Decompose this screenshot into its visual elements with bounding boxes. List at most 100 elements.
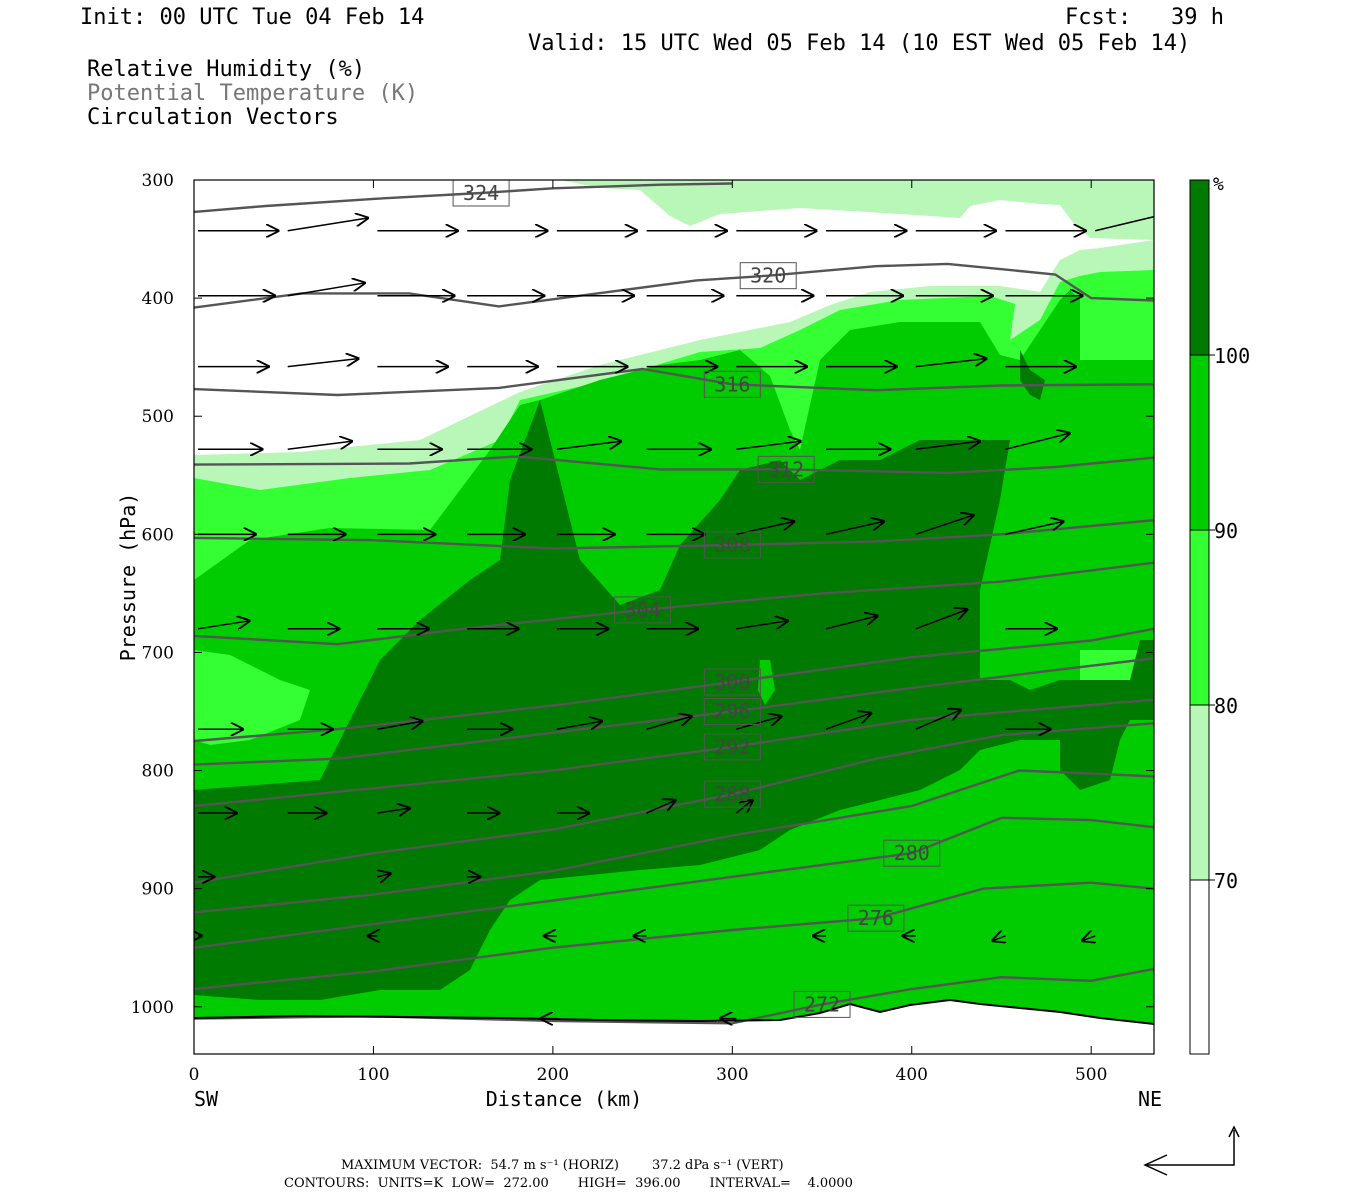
- theta-contour-284: [194, 769, 1154, 914]
- valid-time: Valid: 15 UTC Wed 05 Feb 14 (10 EST Wed …: [528, 31, 1191, 56]
- x-tick-label: 200: [537, 1065, 569, 1085]
- theta-label-308: 308: [714, 533, 750, 557]
- theta-contour-280: [194, 816, 1154, 949]
- circulation-vector: [377, 874, 390, 877]
- colorbar-segment: [1190, 355, 1209, 530]
- theta-label-288: 288: [714, 782, 750, 806]
- theta-label-box: [739, 262, 797, 290]
- circulation-vector: [197, 621, 249, 630]
- theta-label-292: 292: [714, 735, 750, 759]
- theta-label-296: 296: [714, 699, 750, 723]
- y-tick-label: 900: [142, 880, 174, 900]
- circulation-vector: [993, 936, 1006, 941]
- theta-contour-288: [194, 722, 1154, 884]
- circulation-vector: [1095, 215, 1154, 232]
- colorbar-unit: %: [1213, 174, 1224, 195]
- theta-label-box: [703, 697, 761, 725]
- theta-label-box: [614, 596, 672, 624]
- theta-label-box: [847, 904, 905, 932]
- theta-label-layer: 324 320 316 312 308 304 300 296 292 288 280 276 272: [452, 179, 941, 1018]
- circulation-vector: [1005, 522, 1063, 536]
- circulation-vector: [287, 283, 365, 297]
- circulation-vector: [736, 441, 800, 451]
- theta-label-box: [793, 990, 851, 1018]
- reference-vector-arrow: [1143, 1125, 1240, 1176]
- axes: 300 400 500 600 700 800 900 1000 0 100 200 300 400 50…: [116, 171, 1162, 1111]
- circulation-vector: [1082, 936, 1095, 941]
- x-tick-label: 0: [189, 1065, 200, 1085]
- theta-contour-320: [194, 262, 1154, 309]
- theta-contour-304: [194, 561, 1154, 646]
- colorbar-level-label: 100: [1214, 344, 1250, 368]
- theta-label-304: 304: [625, 598, 661, 622]
- y-tick-label: 800: [142, 762, 174, 782]
- circulation-vector: [377, 808, 409, 813]
- theta-label-box: [703, 733, 761, 761]
- y-tick-label: 300: [142, 171, 174, 191]
- theta-label-box: [757, 455, 815, 483]
- x-tick-label: 500: [1075, 1065, 1107, 1085]
- theta-contour-324: [194, 182, 733, 214]
- circulation-vector: [915, 359, 986, 368]
- field-theta-label: Potential Temperature (K): [87, 81, 419, 106]
- circulation-vector: [646, 800, 676, 814]
- circulation-vector: [915, 610, 967, 630]
- y-tick-label: 700: [142, 643, 174, 663]
- y-tick-label: 500: [142, 407, 174, 427]
- circulation-vector: [825, 616, 877, 630]
- colorbar-segment: [1190, 530, 1209, 705]
- y-tick-label: 600: [142, 525, 174, 545]
- circulation-vector: [556, 721, 602, 729]
- theta-label-box: [883, 839, 941, 867]
- circulation-vector: [736, 621, 787, 630]
- circulation-vector: [915, 441, 980, 451]
- circulation-vector: [287, 441, 352, 451]
- x-end-label-ne: NE: [1138, 1087, 1162, 1111]
- colorbar-level-label: 80: [1214, 694, 1238, 718]
- circulation-vector: [735, 800, 752, 814]
- circulation-vector: [825, 522, 884, 536]
- circulation-vector: [377, 721, 422, 729]
- theta-label-272: 272: [804, 992, 840, 1016]
- theta-contour-300: [194, 627, 1154, 743]
- x-axis-label: Distance (km): [486, 1087, 643, 1111]
- x-end-label-sw: SW: [194, 1087, 219, 1111]
- theta-label-316: 316: [714, 372, 750, 396]
- circulation-vector: [915, 515, 974, 536]
- theta-label-312: 312: [768, 457, 804, 481]
- circulation-vector: [287, 218, 368, 232]
- x-tick-label: 100: [357, 1065, 389, 1085]
- colorbar-segment: [1190, 880, 1209, 1054]
- rh-field: [194, 180, 1154, 1054]
- max-vector-note: MAXIMUM VECTOR: 54.7 m s⁻¹ (HORIZ) 37.2 …: [341, 1158, 784, 1173]
- y-axis-label: Pressure (hPa): [116, 493, 140, 662]
- theta-contour-316: [194, 367, 1154, 397]
- y-tick-label: 400: [142, 289, 174, 309]
- colorbar-segment: [1190, 705, 1209, 880]
- x-tick-label: 400: [896, 1065, 928, 1085]
- forecast-hour: Fcst: 39 h: [1065, 5, 1224, 30]
- contour-info: CONTOURS: UNITS=K LOW= 272.00 HIGH= 396.…: [284, 1176, 853, 1191]
- theta-label-box: [703, 668, 761, 696]
- vector-layer: [197, 212, 1154, 1019]
- colorbar: 70 80 90 100%: [1189, 174, 1250, 1055]
- theta-label-300: 300: [714, 670, 750, 694]
- x-tick-label: 300: [716, 1065, 748, 1085]
- theta-label-324: 324: [463, 181, 499, 205]
- circulation-vector: [1005, 433, 1069, 451]
- colorbar-frame: [1189, 179, 1210, 1055]
- theta-label-box: [703, 780, 761, 808]
- init-time: Init: 00 UTC Tue 04 Feb 14: [80, 5, 425, 30]
- circulation-vector: [646, 716, 692, 730]
- plot-frame: [193, 179, 1155, 1055]
- theta-label-box: [703, 370, 761, 398]
- theta-label-276: 276: [858, 906, 894, 930]
- theta-contour-layer: [194, 182, 1154, 1025]
- circulation-vector: [825, 713, 871, 730]
- circulation-vector: [915, 710, 961, 730]
- theta-contour-312: [194, 455, 1154, 475]
- theta-contour-308: [194, 519, 1154, 550]
- field-rh-label: Relative Humidity (%): [87, 57, 366, 82]
- field-vectors-label: Circulation Vectors: [87, 105, 339, 130]
